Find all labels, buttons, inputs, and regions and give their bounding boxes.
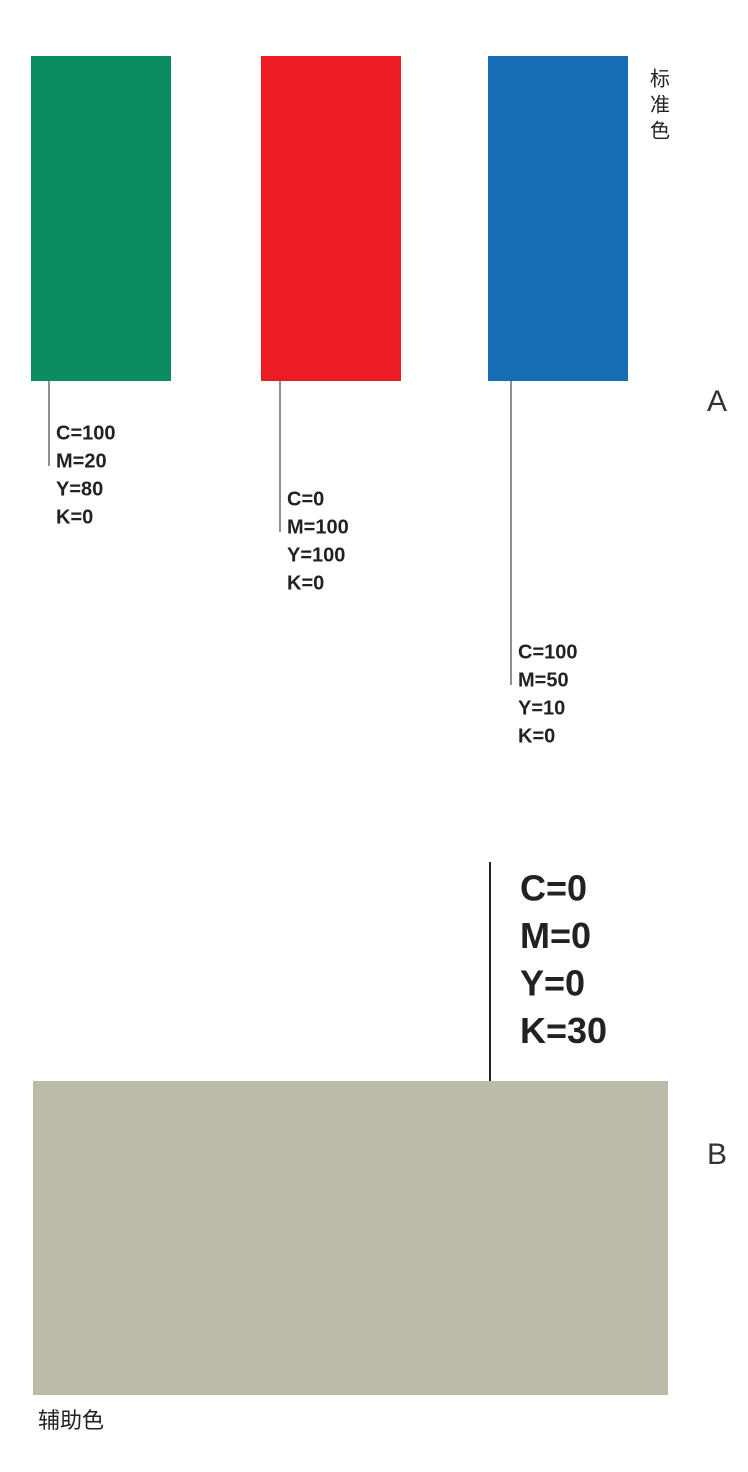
cmyk-value: Y=80 <box>56 478 103 500</box>
cmyk-value: Y=10 <box>518 697 565 719</box>
cmyk-value: C=100 <box>518 641 578 663</box>
cmyk-value: M=100 <box>287 516 349 538</box>
cmyk-value: Y=0 <box>520 963 585 1004</box>
cmyk-value: K=0 <box>518 725 555 747</box>
color-swatch <box>261 56 401 381</box>
cmyk-value: M=20 <box>56 450 107 472</box>
cmyk-value: C=0 <box>520 868 587 909</box>
cmyk-value: K=30 <box>520 1010 607 1051</box>
cmyk-value: C=100 <box>56 422 116 444</box>
cmyk-value: M=50 <box>518 669 569 691</box>
cmyk-value: M=0 <box>520 915 591 956</box>
cmyk-value: Y=100 <box>287 544 345 566</box>
cmyk-value: K=0 <box>56 506 93 528</box>
auxiliary-title: 辅助色 <box>38 1409 104 1434</box>
color-swatch <box>33 1081 668 1395</box>
section-letter: A <box>707 385 727 418</box>
standard-title: 标准色 <box>647 68 671 146</box>
cmyk-value: K=0 <box>287 572 324 594</box>
section-letter: B <box>707 1138 727 1171</box>
color-swatch <box>488 56 628 381</box>
cmyk-value: C=0 <box>287 488 324 510</box>
color-swatch <box>31 56 171 381</box>
